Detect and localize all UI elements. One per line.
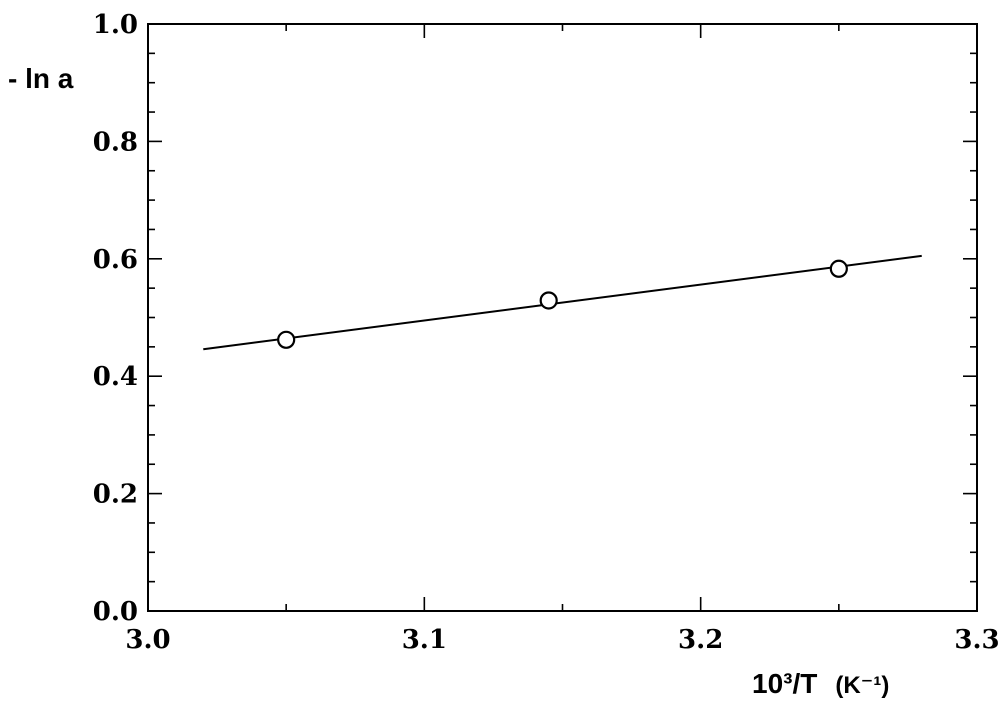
data-point <box>829 259 848 278</box>
y-tick-label: 0.2 <box>93 480 138 510</box>
y-tick-label: 1.0 <box>93 10 138 40</box>
x-tick-label: 3.0 <box>125 625 170 655</box>
fit-line-group <box>203 254 922 351</box>
tick-labels: 3.0 3.1 3.2 3.3 0.0 0.2 0.4 0.6 0.8 1.0 <box>93 10 1000 655</box>
data-point <box>277 330 296 349</box>
y-axis-title: - ln a <box>8 63 74 94</box>
y-tick-label: 0.0 <box>93 597 138 627</box>
x-tick-label: 3.1 <box>402 625 447 655</box>
y-tick-label: 0.8 <box>93 127 138 157</box>
axis-ticks <box>147 23 978 612</box>
x-axis-title-unit: (K⁻¹) <box>835 672 889 699</box>
fit-line <box>203 254 922 351</box>
data-points <box>277 259 848 349</box>
y-tick-label: 0.4 <box>93 362 138 392</box>
x-tick-label: 3.2 <box>678 625 723 655</box>
x-axis-title: 10³/T (K⁻¹) <box>752 668 889 699</box>
x-axis-title-main: 10³/T <box>752 668 817 699</box>
plot-frame <box>147 23 978 612</box>
y-tick-label: 0.6 <box>93 245 138 275</box>
data-point <box>539 291 558 310</box>
x-tick-label: 3.3 <box>954 625 999 655</box>
